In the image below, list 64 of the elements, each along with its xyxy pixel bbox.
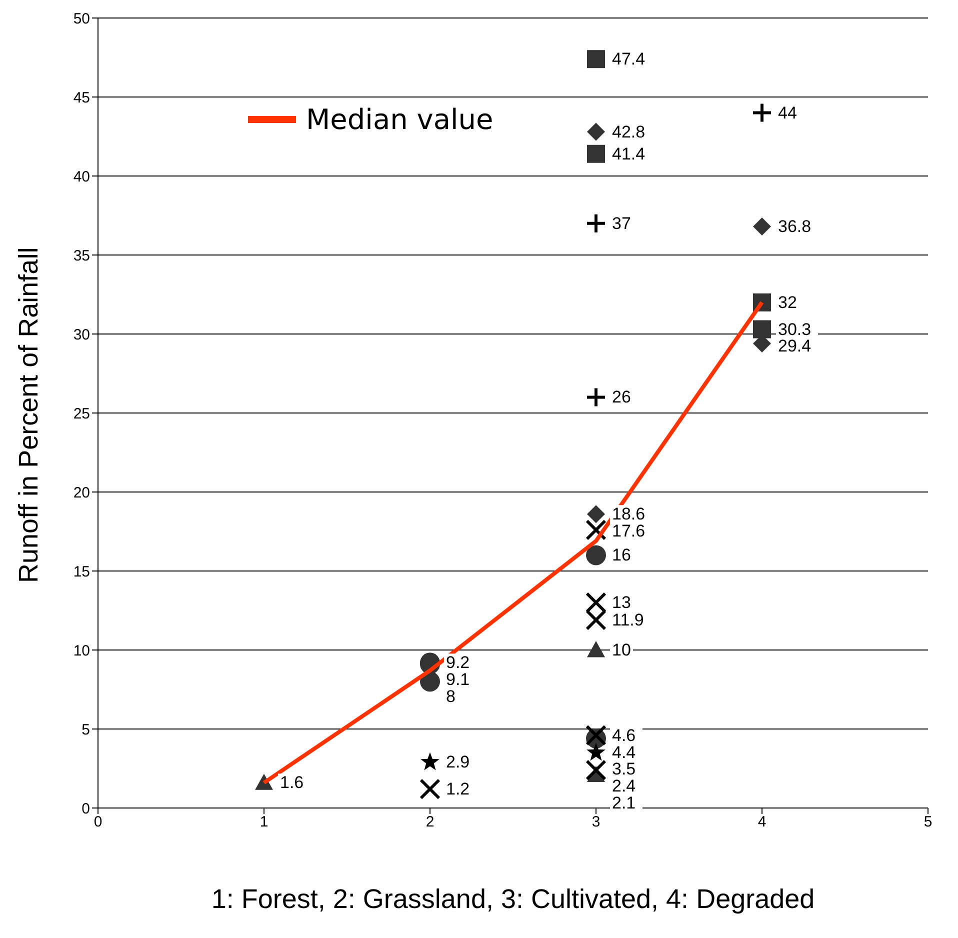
data-label: 1.2 xyxy=(446,780,470,799)
y-tick-label: 50 xyxy=(73,10,90,28)
point xyxy=(587,122,605,141)
point xyxy=(587,144,605,163)
data-label: 47.4 xyxy=(612,50,646,69)
y-tick-label: 25 xyxy=(73,405,90,422)
point xyxy=(587,50,605,68)
data-label: 1.6 xyxy=(280,773,304,792)
point xyxy=(753,320,771,338)
data-label: 4.6 xyxy=(612,726,636,745)
data-label: 13 xyxy=(612,593,631,612)
data-label: 16 xyxy=(612,546,631,565)
y-tick-label: 45 xyxy=(73,89,90,106)
data-label: 4.4 xyxy=(612,742,636,762)
data-label: 2.4 xyxy=(612,776,636,796)
x-tick-label: 0 xyxy=(94,814,102,831)
y-axis-title: Runoff in Percent of Rainfall xyxy=(14,247,44,583)
data-label: 18.6 xyxy=(612,504,646,524)
x-axis-title: 1: Forest, 2: Grassland, 3: Cultivated, 4: Degraded xyxy=(211,884,815,914)
x-tick-label: 5 xyxy=(924,814,932,831)
point xyxy=(753,218,771,236)
y-tick-label: 0 xyxy=(82,800,90,818)
point xyxy=(420,752,440,770)
data-label: 30.3 xyxy=(778,320,812,339)
point xyxy=(586,760,606,781)
data-label: 9.2 xyxy=(446,653,470,672)
y-tick-label: 35 xyxy=(73,247,90,264)
x-tick-label: 1 xyxy=(260,814,268,831)
data-label: 17.6 xyxy=(612,521,646,540)
data-label: 9.1 xyxy=(446,670,470,690)
y-tick-label: 10 xyxy=(73,642,90,660)
data-label: 11.9 xyxy=(612,610,644,630)
data-label: 36.8 xyxy=(778,217,812,236)
legend-label: Median value xyxy=(306,103,494,136)
point xyxy=(587,505,605,524)
point xyxy=(420,672,440,692)
data-label: 8 xyxy=(446,686,456,706)
data-label: 2.1 xyxy=(612,793,636,812)
y-tick-label: 5 xyxy=(82,721,90,738)
data-label: 3.5 xyxy=(612,760,636,779)
x-tick-label: 3 xyxy=(592,814,600,831)
point xyxy=(420,778,440,800)
data-label: 41.4 xyxy=(612,144,646,164)
data-label: 42.8 xyxy=(612,122,646,142)
point xyxy=(586,742,606,761)
point xyxy=(586,386,606,408)
y-tick-label: 20 xyxy=(73,484,90,502)
x-tick-label: 4 xyxy=(758,814,766,831)
data-label: 26 xyxy=(612,388,631,407)
y-tick-label: 40 xyxy=(73,168,90,186)
data-label: 29.4 xyxy=(778,336,812,356)
data-label: 2.9 xyxy=(446,752,470,772)
data-label: 44 xyxy=(778,103,797,122)
y-tick-label: 30 xyxy=(73,326,90,344)
point xyxy=(752,102,772,124)
point xyxy=(587,641,605,658)
point xyxy=(586,545,606,566)
point xyxy=(586,724,606,746)
data-label: 37 xyxy=(612,214,631,233)
point xyxy=(586,212,606,234)
data-label: 10 xyxy=(612,640,631,660)
y-tick-label: 15 xyxy=(73,563,90,580)
x-tick-label: 2 xyxy=(426,814,434,831)
data-label: 32 xyxy=(778,292,797,312)
